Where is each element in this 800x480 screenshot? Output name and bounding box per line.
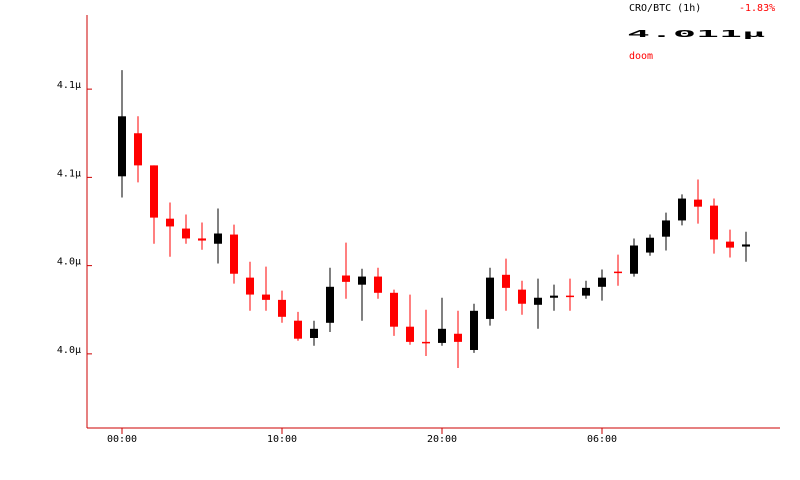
candle-body	[342, 275, 350, 282]
candle-body	[262, 294, 270, 300]
candle-body	[166, 218, 174, 227]
candle-body	[230, 234, 238, 274]
candle-body	[358, 276, 366, 285]
candle-body	[390, 292, 398, 327]
candle-body	[646, 237, 654, 253]
candle-body	[118, 116, 126, 177]
x-tick-label: 06:00	[587, 434, 617, 445]
subtitle: doom	[629, 51, 653, 62]
candle-body	[710, 205, 718, 240]
y-tick-label: 4.1µ	[57, 168, 81, 179]
candle-body	[214, 233, 222, 244]
candle-body	[502, 274, 510, 288]
candle-body	[582, 287, 590, 296]
candle-body	[438, 328, 446, 343]
candle-body	[246, 277, 254, 295]
y-tick-label: 4.0µ	[57, 257, 81, 268]
y-tick-label: 4.0µ	[57, 345, 81, 356]
candle-body	[614, 271, 622, 274]
price-change: -1.83%	[739, 3, 775, 14]
candle-body	[566, 295, 574, 298]
candle-body	[534, 297, 542, 305]
candle-body	[726, 241, 734, 248]
current-price: 4.011µ	[627, 29, 765, 40]
candle-body	[150, 165, 158, 218]
candle-body	[518, 289, 526, 304]
candle-body	[198, 238, 206, 241]
candle-body	[550, 295, 558, 298]
candle-body	[486, 277, 494, 319]
x-tick-label: 10:00	[267, 434, 297, 445]
candle-body	[134, 133, 142, 166]
candle-body	[630, 245, 638, 274]
candle-body	[374, 276, 382, 293]
candle-body	[678, 198, 686, 221]
candle-body	[742, 244, 750, 247]
candle-body	[598, 277, 606, 287]
candle-body	[694, 199, 702, 207]
x-tick-label: 00:00	[107, 434, 137, 445]
candle-body	[406, 326, 414, 342]
pair-title: CRO/BTC (1h)	[629, 3, 701, 14]
x-tick-label: 20:00	[427, 434, 457, 445]
y-tick-label: 4.1µ	[57, 80, 81, 91]
candle-body	[422, 341, 430, 344]
candle-body	[294, 320, 302, 339]
candle-body	[182, 228, 190, 239]
candle-body	[470, 310, 478, 350]
candle-body	[278, 299, 286, 317]
candle-body	[326, 286, 334, 323]
candle-body	[662, 220, 670, 237]
candle-body	[310, 328, 318, 338]
candle-body	[454, 333, 462, 342]
